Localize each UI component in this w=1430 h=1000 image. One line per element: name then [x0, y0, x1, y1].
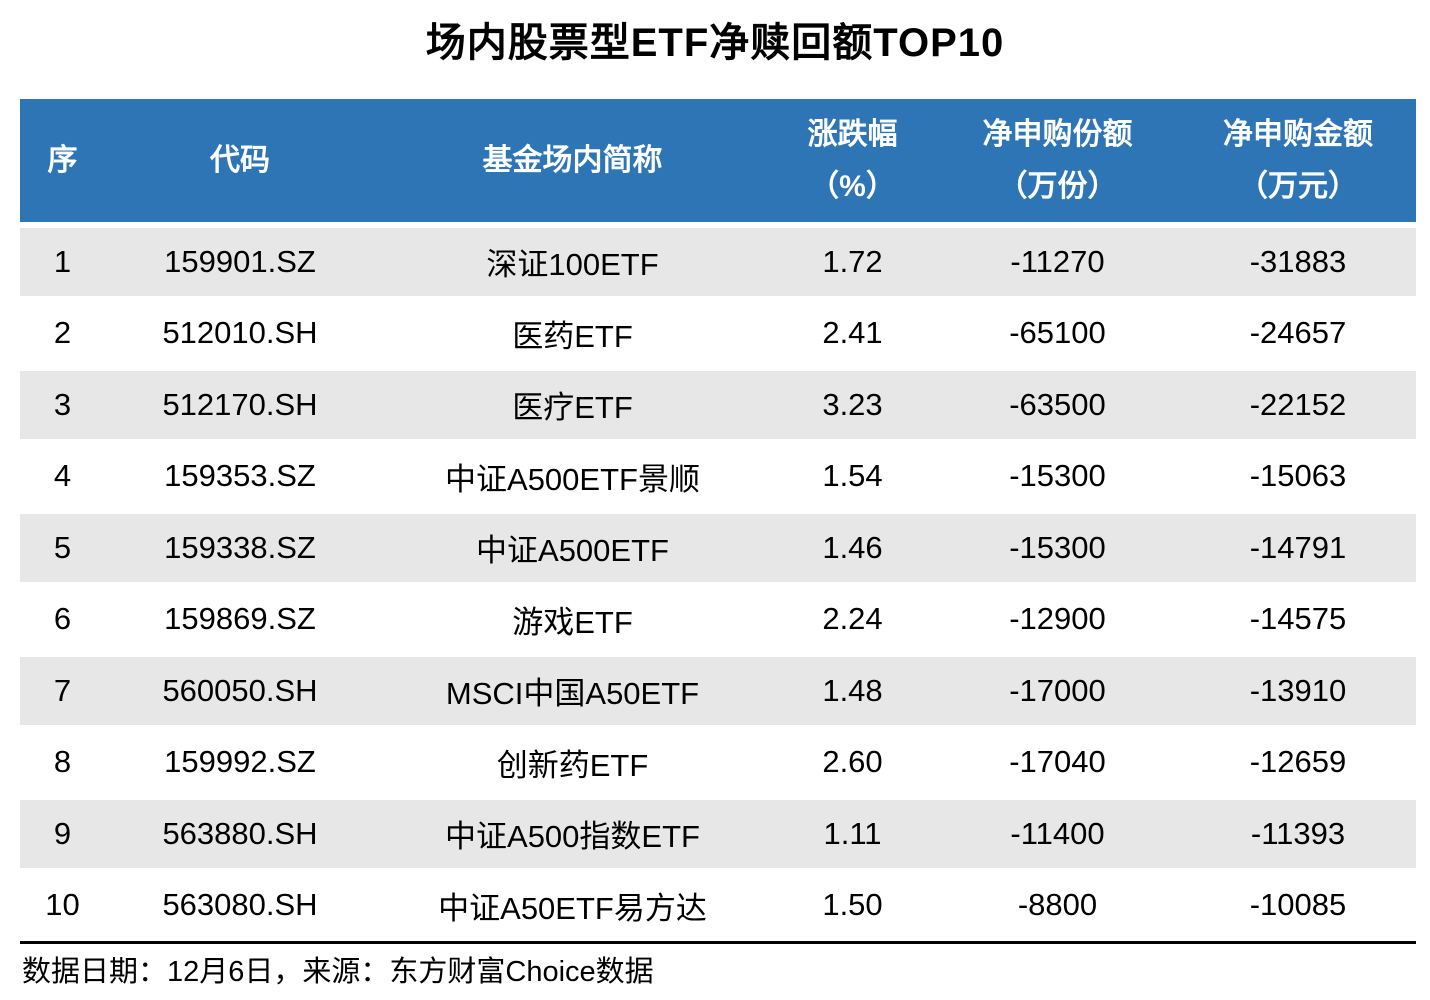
cell-net-amount: -13910 — [1249, 672, 1347, 708]
cell-code: 560050.SH — [162, 672, 318, 708]
header-label: 序 — [47, 143, 78, 177]
header-cell-index: 序 — [20, 99, 105, 222]
page-title: 场内股票型ETF净赎回额TOP10 — [425, 21, 1005, 65]
header-cell-name: 基金场内简称 — [375, 99, 770, 222]
cell-change: 1.54 — [822, 458, 883, 494]
cell-change: 1.72 — [822, 243, 883, 279]
header-sublabel: （万份） — [997, 169, 1118, 203]
cell-code: 159353.SZ — [164, 458, 316, 494]
cell-name: 深证100ETF — [486, 247, 659, 283]
cell-index: 6 — [53, 601, 72, 637]
cell-net-shares: -12900 — [1009, 601, 1106, 637]
cell-change: 1.50 — [822, 887, 883, 923]
cell-net-shares: -15300 — [1009, 458, 1106, 494]
header-label: 基金场内简称 — [482, 143, 663, 177]
table-row: 5 159338.SZ 中证A500ETF 1.46 -15300 -14791 — [20, 512, 1416, 584]
table-row: 8 159992.SZ 创新药ETF 2.60 -17040 -12659 — [20, 726, 1416, 798]
cell-net-shares: -17000 — [1009, 672, 1106, 708]
cell-name: 中证A50ETF易方达 — [438, 890, 707, 926]
cell-index: 4 — [53, 458, 72, 494]
etf-net-redemption-table: 序 代码 基金场内简称 涨跌幅 （%） 净申购份额 （万份） 净申购金额 （万 — [20, 99, 1416, 941]
cell-net-amount: -12659 — [1249, 744, 1347, 780]
cell-change: 2.41 — [822, 315, 883, 351]
header-cell-net-amount: 净申购金额 （万元） — [1180, 99, 1416, 222]
cell-net-amount: -31883 — [1249, 243, 1347, 279]
table-row: 9 563880.SH 中证A500指数ETF 1.11 -11400 -11393 — [20, 798, 1416, 870]
cell-name: 中证A500指数ETF — [445, 819, 700, 855]
cell-net-shares: -8800 — [1017, 887, 1098, 923]
cell-change: 2.24 — [822, 601, 883, 637]
cell-code: 159992.SZ — [164, 744, 316, 780]
cell-change: 2.60 — [822, 744, 883, 780]
cell-net-amount: -10085 — [1249, 887, 1347, 923]
cell-name: 中证A500ETF — [476, 533, 669, 569]
cell-change: 1.46 — [822, 529, 883, 565]
table-row: 1 159901.SZ 深证100ETF 1.72 -11270 -31883 — [20, 226, 1416, 298]
cell-net-amount: -22152 — [1249, 386, 1347, 422]
cell-code: 159869.SZ — [164, 601, 316, 637]
data-source-note: 数据日期：12月6日，来源：东方财富Choice数据 — [22, 956, 654, 988]
cell-name: 中证A500ETF景顺 — [445, 461, 700, 497]
cell-net-amount: -15063 — [1249, 458, 1347, 494]
cell-net-shares: -15300 — [1009, 529, 1106, 565]
cell-name: 创新药ETF — [496, 747, 649, 783]
cell-index: 8 — [53, 744, 72, 780]
cell-name: MSCI中国A50ETF — [445, 676, 700, 712]
cell-code: 159901.SZ — [164, 243, 316, 279]
cell-net-shares: -63500 — [1009, 386, 1106, 422]
table-row: 4 159353.SZ 中证A500ETF景顺 1.54 -15300 -15063 — [20, 440, 1416, 512]
cell-index: 3 — [53, 386, 72, 422]
cell-index: 10 — [45, 887, 80, 923]
cell-code: 159338.SZ — [164, 529, 316, 565]
cell-index: 2 — [53, 315, 72, 351]
table-row: 7 560050.SH MSCI中国A50ETF 1.48 -17000 -13910 — [20, 655, 1416, 727]
cell-net-shares: -11270 — [1010, 243, 1105, 279]
cell-change: 3.23 — [822, 386, 883, 422]
cell-name: 游戏ETF — [512, 604, 633, 640]
cell-net-amount: -14791 — [1249, 529, 1347, 565]
header-label: 净申购金额 — [1223, 117, 1373, 151]
header-label: 净申购份额 — [982, 117, 1133, 151]
cell-net-shares: -17040 — [1009, 744, 1106, 780]
table-row: 3 512170.SH 医疗ETF 3.23 -63500 -22152 — [20, 369, 1416, 441]
cell-code: 563880.SH — [162, 815, 318, 851]
table-row: 2 512010.SH 医药ETF 2.41 -65100 -24657 — [20, 297, 1416, 369]
cell-net-amount: -14575 — [1249, 601, 1347, 637]
header-cell-net-shares: 净申购份额 （万份） — [935, 99, 1180, 222]
cell-index: 1 — [53, 243, 72, 279]
table-row: 6 159869.SZ 游戏ETF 2.24 -12900 -14575 — [20, 583, 1416, 655]
header-sublabel: （%） — [809, 169, 896, 203]
cell-index: 9 — [53, 815, 72, 851]
table-header-row: 序 代码 基金场内简称 涨跌幅 （%） 净申购份额 （万份） 净申购金额 （万 — [20, 99, 1416, 222]
cell-index: 5 — [53, 529, 72, 565]
cell-code: 512170.SH — [162, 386, 318, 422]
cell-net-amount: -24657 — [1249, 315, 1347, 351]
cell-change: 1.11 — [823, 815, 882, 851]
cell-index: 7 — [53, 672, 72, 708]
cell-net-shares: -11400 — [1010, 815, 1105, 851]
cell-name: 医疗ETF — [512, 390, 633, 426]
table-body: 1 159901.SZ 深证100ETF 1.72 -11270 -31883 2 51201… — [20, 226, 1416, 941]
header-cell-change: 涨跌幅 （%） — [770, 99, 935, 222]
cell-net-shares: -65100 — [1009, 315, 1106, 351]
cell-change: 1.48 — [822, 672, 883, 708]
cell-net-amount: -11393 — [1250, 815, 1346, 851]
cell-code: 563080.SH — [162, 887, 318, 923]
cell-name: 医药ETF — [512, 318, 633, 354]
header-cell-code: 代码 — [105, 99, 375, 222]
header-sublabel: （万元） — [1238, 169, 1358, 203]
table-row: 10 563080.SH 中证A50ETF易方达 1.50 -8800 -10085 — [20, 869, 1416, 941]
header-label: 涨跌幅 — [807, 117, 898, 151]
footer-divider — [20, 941, 1416, 944]
cell-code: 512010.SH — [162, 315, 318, 351]
header-label: 代码 — [210, 143, 270, 177]
